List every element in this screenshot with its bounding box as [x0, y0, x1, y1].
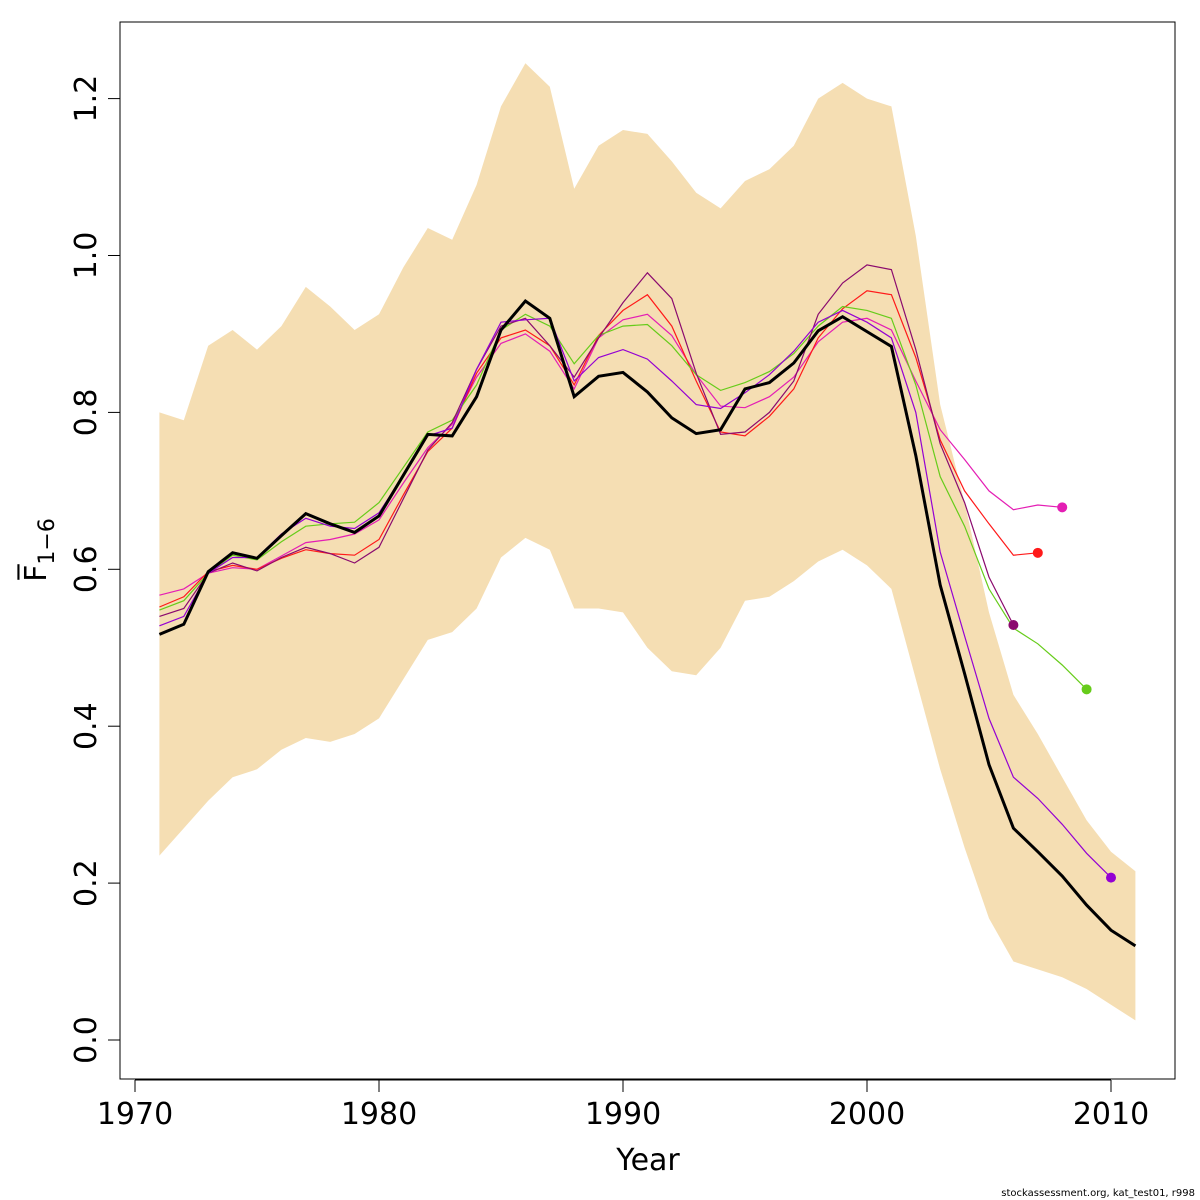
y-axis-title: F̅1−6 [17, 518, 60, 582]
x-tick-label-1990: 1990 [585, 1097, 661, 1132]
retro-end-point-2 [1032, 547, 1043, 558]
x-tick-label-2000: 2000 [829, 1097, 905, 1132]
y-axis-title-main: F̅ [17, 564, 54, 582]
y-tick-label-5: 1.0 [69, 232, 104, 280]
retro-line-3 [159, 305, 1088, 690]
retro-line-5 [159, 309, 1112, 879]
y-tick-label-2: 0.4 [69, 702, 104, 750]
retro-end-point-1 [1057, 502, 1068, 513]
retro-end-point-4 [1008, 619, 1019, 630]
y-axis-title-subscript: 1−6 [35, 518, 60, 564]
y-tick-label-0: 0.0 [69, 1016, 104, 1064]
x-tick-label-1970: 1970 [97, 1097, 173, 1132]
plot-area [158, 63, 1137, 1021]
estimate-line-1 [158, 298, 1137, 948]
retro-end-point-5 [1106, 872, 1116, 883]
x-tick-label-1980: 1980 [341, 1097, 417, 1132]
x-axis-title: Year [615, 1143, 680, 1178]
y-axis: 0.0 0.2 0.4 0.6 0.8 1.0 1.2 [69, 75, 121, 1064]
x-tick-label-2010: 2010 [1073, 1097, 1149, 1132]
retro-line-4 [159, 264, 1014, 626]
confidence-band [159, 63, 1136, 1021]
y-tick-label-4: 0.8 [69, 389, 104, 437]
y-tick-label-6: 1.2 [69, 75, 104, 123]
y-tick-label-3: 0.6 [69, 545, 104, 593]
x-axis: 1970 1980 1990 2000 2010 [97, 1079, 1149, 1132]
retro-end-point-3 [1081, 684, 1092, 695]
footer-note: stockassessment.org, kat_test01, r998 [1001, 1188, 1195, 1199]
y-tick-label-1: 0.2 [69, 859, 104, 907]
